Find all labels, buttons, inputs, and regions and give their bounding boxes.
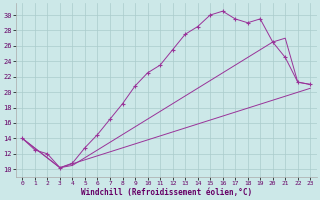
X-axis label: Windchill (Refroidissement éolien,°C): Windchill (Refroidissement éolien,°C) bbox=[81, 188, 252, 197]
